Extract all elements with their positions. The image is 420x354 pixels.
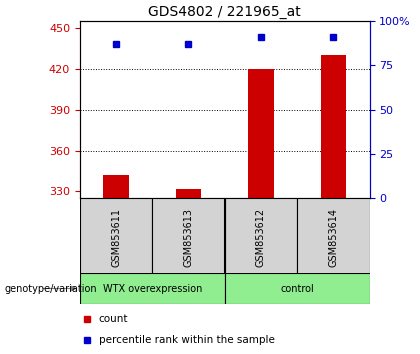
Bar <box>152 198 225 276</box>
Text: control: control <box>280 284 314 293</box>
Text: genotype/variation: genotype/variation <box>4 284 97 293</box>
Text: percentile rank within the sample: percentile rank within the sample <box>99 335 275 345</box>
Text: count: count <box>99 314 128 324</box>
Bar <box>225 273 370 304</box>
Title: GDS4802 / 221965_at: GDS4802 / 221965_at <box>148 5 301 19</box>
Text: GSM853611: GSM853611 <box>111 208 121 267</box>
Bar <box>103 175 129 198</box>
Bar <box>297 198 370 276</box>
Bar <box>80 198 152 276</box>
Bar <box>176 189 201 198</box>
Text: WTX overexpression: WTX overexpression <box>102 284 202 293</box>
Text: GSM853614: GSM853614 <box>328 208 339 267</box>
Text: GSM853613: GSM853613 <box>184 208 194 267</box>
Bar <box>80 273 225 304</box>
Text: GSM853612: GSM853612 <box>256 207 266 267</box>
Bar <box>248 69 273 198</box>
Bar <box>225 198 297 276</box>
Bar <box>321 55 346 198</box>
